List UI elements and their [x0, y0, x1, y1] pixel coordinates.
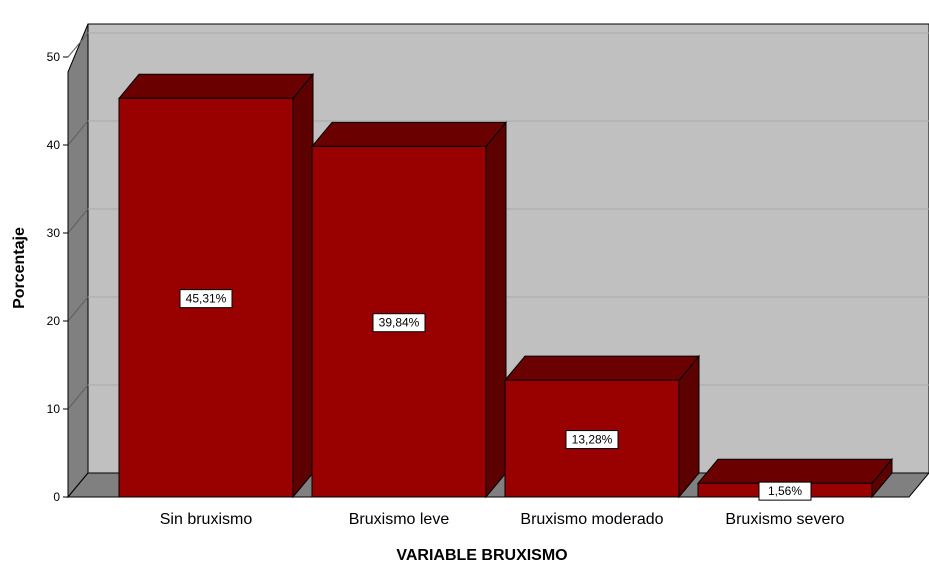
- gridline-side: [67, 120, 89, 146]
- data-label: 1,56%: [758, 481, 812, 501]
- bars: [117, 72, 894, 499]
- side-wall: [67, 23, 89, 499]
- gridline-side: [67, 296, 89, 322]
- bar: [503, 354, 701, 499]
- x-category-label: Sin bruxismo: [160, 511, 253, 528]
- data-label-box: [758, 481, 812, 501]
- data-label: 45,31%: [179, 289, 233, 309]
- bar-top: [503, 355, 701, 381]
- data-label: 13,28%: [565, 430, 619, 450]
- bar-side: [292, 72, 314, 499]
- x-axis-title: VARIABLE BRUXISMO: [396, 547, 567, 564]
- y-tick-label: 0: [53, 490, 60, 504]
- data-label-text: 45,31%: [186, 292, 227, 306]
- y-axis-title: Porcentaje: [11, 227, 28, 309]
- bar-top: [310, 121, 508, 147]
- bar-top: [117, 73, 315, 99]
- y-axis-ticks: 0 10 20 30 40 50: [47, 50, 69, 504]
- data-label-text: 39,84%: [379, 316, 420, 330]
- data-label-box: [372, 313, 426, 333]
- y-tick-label: 10: [47, 402, 61, 416]
- data-label-box: [565, 430, 619, 450]
- x-category-label: Bruxismo leve: [349, 511, 450, 528]
- y-tick-label: 50: [47, 50, 61, 64]
- y-tick-label: 20: [47, 314, 61, 328]
- y-tick-label: 30: [47, 226, 61, 240]
- data-label: 39,84%: [372, 313, 426, 333]
- x-category-label: Bruxismo moderado: [520, 511, 663, 528]
- bar-top: [696, 458, 894, 484]
- data-label-text: 1,56%: [768, 484, 802, 498]
- data-labels: 45,31% 39,84% 13,28% 1,56%: [179, 289, 812, 501]
- x-axis-categories: Sin bruxismo Bruxismo leve Bruxismo modera…: [160, 511, 845, 528]
- gridline-side: [67, 208, 89, 234]
- bar: [310, 121, 508, 499]
- data-label-box: [179, 289, 233, 309]
- data-label-text: 13,28%: [572, 433, 613, 447]
- x-category-label: Bruxismo severo: [725, 511, 844, 528]
- bar: [117, 72, 315, 499]
- y-tick-label: 40: [47, 138, 61, 152]
- bar-side: [485, 121, 507, 499]
- gridline-side: [67, 384, 89, 410]
- gridline-side: [67, 32, 89, 58]
